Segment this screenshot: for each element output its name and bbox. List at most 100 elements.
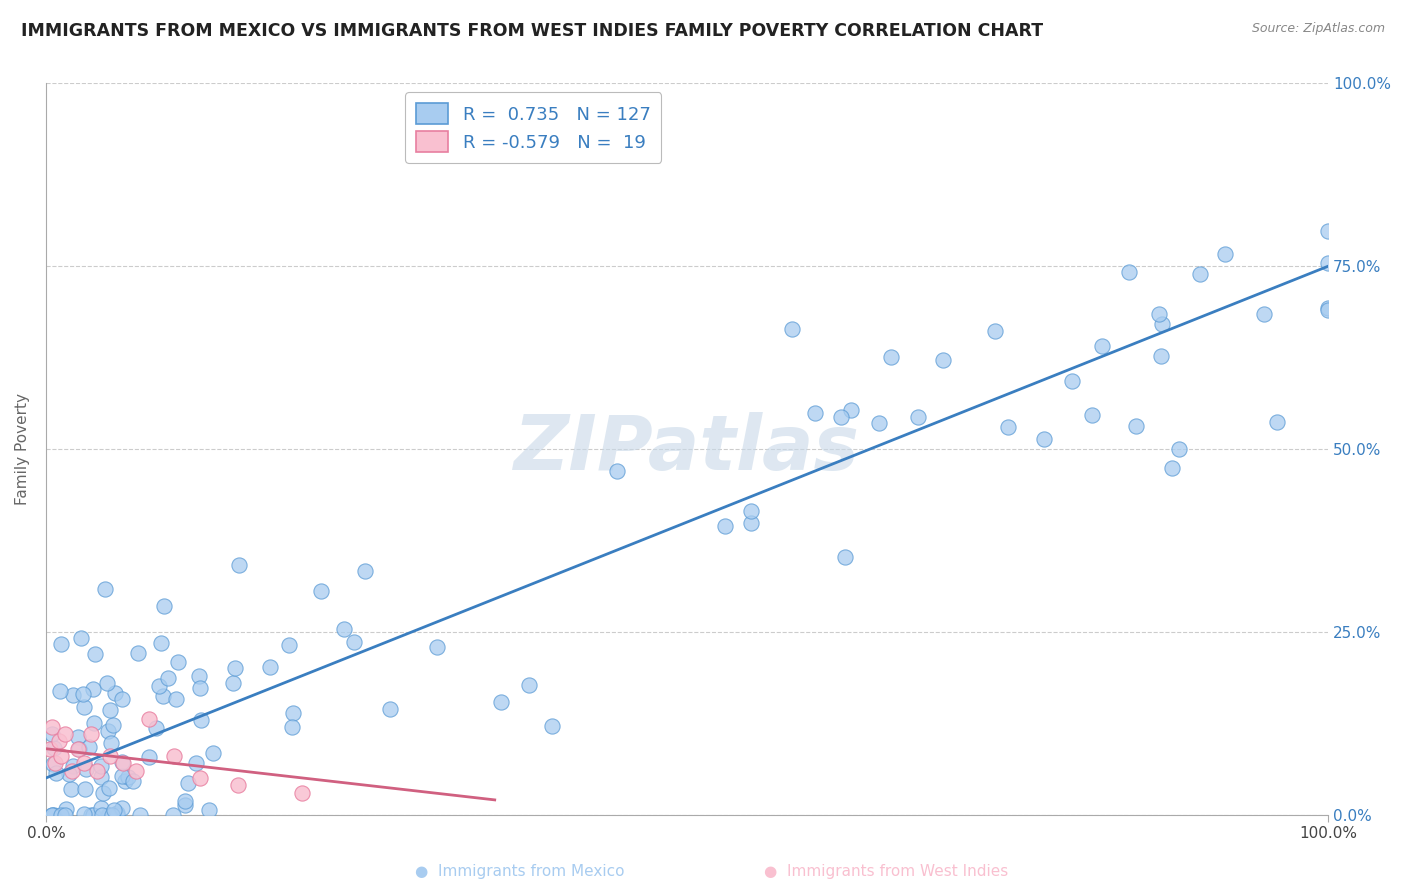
Point: [714, 518, 737, 533]
Point: [868, 417, 890, 431]
Point: [1090, 339, 1112, 353]
Point: [98, 749, 121, 764]
Point: [97, 807, 120, 822]
Point: [281, 720, 304, 734]
Point: [342, 635, 364, 649]
Point: [97, 724, 120, 739]
Point: [332, 622, 354, 636]
Point: [84, 647, 107, 661]
Point: [48, 734, 70, 748]
Text: ZIPatlas: ZIPatlas: [515, 412, 860, 486]
Point: [184, 756, 207, 771]
Point: [103, 803, 125, 817]
Point: [932, 353, 955, 368]
Point: [44, 756, 66, 771]
Point: [90, 770, 112, 784]
Point: [66, 741, 89, 756]
Point: [79, 807, 101, 822]
Point: [145, 721, 167, 735]
Point: [163, 749, 186, 764]
Point: [41, 807, 63, 822]
Point: [1150, 349, 1173, 363]
Point: [1125, 419, 1147, 434]
Point: [104, 686, 127, 700]
Point: [221, 675, 243, 690]
Text: ●  Immigrants from Mexico: ● Immigrants from Mexico: [415, 863, 626, 879]
Point: [198, 803, 221, 817]
Point: [201, 746, 224, 760]
Point: [173, 794, 195, 808]
Point: [49, 684, 72, 698]
Point: [541, 719, 564, 733]
Point: [1317, 256, 1340, 270]
Point: [1161, 461, 1184, 475]
Point: [105, 805, 128, 820]
Point: [73, 806, 96, 821]
Point: [740, 504, 762, 518]
Point: [489, 695, 512, 709]
Point: [1060, 374, 1083, 388]
Point: [1317, 224, 1340, 238]
Point: [378, 701, 401, 715]
Point: [1168, 442, 1191, 456]
Point: [1253, 307, 1275, 321]
Point: [804, 406, 827, 420]
Point: [834, 550, 856, 565]
Point: [148, 679, 170, 693]
Point: [96, 676, 118, 690]
Point: [1317, 302, 1340, 317]
Point: [86, 764, 108, 778]
Point: [907, 409, 929, 424]
Point: [165, 691, 187, 706]
Point: [177, 776, 200, 790]
Point: [42, 807, 65, 822]
Point: [98, 807, 121, 822]
Point: [228, 558, 250, 572]
Point: [138, 713, 160, 727]
Point: [226, 778, 249, 792]
Point: [62, 758, 84, 772]
Y-axis label: Family Poverty: Family Poverty: [15, 393, 30, 505]
Point: [224, 661, 246, 675]
Point: [100, 807, 122, 822]
Point: [49, 807, 72, 822]
Point: [80, 727, 103, 741]
Point: [117, 770, 139, 784]
Point: [111, 755, 134, 769]
Point: [187, 669, 209, 683]
Point: [77, 739, 100, 754]
Point: [166, 655, 188, 669]
Point: [72, 687, 94, 701]
Point: [90, 801, 112, 815]
Point: [41, 720, 63, 734]
Point: [62, 688, 84, 702]
Point: [150, 636, 173, 650]
Point: [173, 797, 195, 812]
Point: [1032, 432, 1054, 446]
Point: [1147, 307, 1170, 321]
Point: [111, 756, 134, 771]
Point: [125, 764, 148, 778]
Point: [1150, 317, 1173, 331]
Point: [91, 786, 114, 800]
Point: [94, 582, 117, 596]
Point: [98, 780, 121, 795]
Point: [426, 640, 449, 654]
Point: [1188, 267, 1211, 281]
Point: [53, 727, 76, 741]
Point: [41, 727, 63, 741]
Point: [45, 766, 67, 780]
Point: [517, 678, 540, 692]
Point: [49, 637, 72, 651]
Point: [51, 749, 73, 764]
Point: [278, 638, 301, 652]
Point: [157, 671, 180, 685]
Point: [82, 807, 104, 822]
Point: [111, 801, 134, 815]
Point: [41, 807, 63, 822]
Point: [281, 706, 304, 720]
Point: [1267, 415, 1289, 429]
Legend: R =  0.735   N = 127, R = -0.579   N =  19: R = 0.735 N = 127, R = -0.579 N = 19: [405, 93, 661, 163]
Text: IMMIGRANTS FROM MEXICO VS IMMIGRANTS FROM WEST INDIES FAMILY POVERTY CORRELATION: IMMIGRANTS FROM MEXICO VS IMMIGRANTS FRO…: [21, 22, 1043, 40]
Point: [58, 767, 80, 781]
